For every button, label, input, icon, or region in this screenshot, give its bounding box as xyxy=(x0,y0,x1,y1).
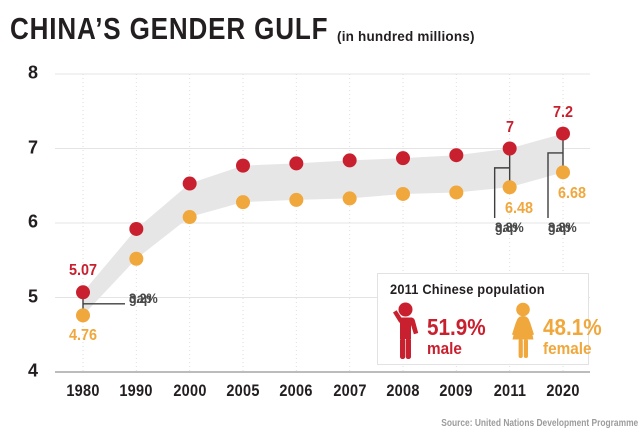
page-title: CHINA’S GENDER GULF xyxy=(10,11,329,46)
male-icon xyxy=(393,302,419,359)
page-subtitle: (in hundred millions) xyxy=(337,29,475,44)
data-point-male-2020 xyxy=(556,126,570,141)
data-point-male-1990 xyxy=(129,221,144,236)
female-icon xyxy=(512,302,535,358)
source-text: Source: United Nations Development Progr… xyxy=(441,417,638,429)
legend-title: 2011 Chinese population xyxy=(390,282,545,297)
male-label: male xyxy=(427,339,462,359)
data-point-female-2011 xyxy=(502,180,517,195)
data-point-female-2009 xyxy=(449,185,464,200)
data-point-female-2007 xyxy=(342,191,357,206)
legend-row: 51.9% male 48.1% female xyxy=(390,302,602,360)
data-point-male-2006 xyxy=(289,156,304,171)
data-point-female-2000 xyxy=(182,210,197,225)
female-percent: 48.1% xyxy=(543,314,602,340)
female-stats: 48.1% female xyxy=(543,315,608,359)
data-point-male-2005 xyxy=(236,158,250,173)
gap-connector-2020 xyxy=(547,152,563,218)
female-label: female xyxy=(543,339,592,359)
gender-gap-band xyxy=(83,133,563,316)
data-point-male-2000 xyxy=(182,176,197,191)
data-point-female-1980 xyxy=(76,308,90,323)
data-point-male-2011 xyxy=(502,141,517,156)
data-point-female-2020 xyxy=(556,165,570,180)
data-point-female-2008 xyxy=(396,186,410,201)
data-point-male-2008 xyxy=(396,151,410,166)
legend-box: 2011 Chinese population 51.9% male xyxy=(377,273,602,365)
data-point-male-2007 xyxy=(342,153,357,168)
data-point-female-1990 xyxy=(129,251,144,266)
male-stats: 51.9% male xyxy=(427,315,492,359)
data-point-male-1980 xyxy=(76,285,90,300)
data-point-male-2009 xyxy=(449,148,464,163)
data-point-female-2006 xyxy=(289,192,304,207)
data-point-female-2005 xyxy=(236,195,250,210)
gap-connector-2011 xyxy=(493,167,510,218)
male-percent: 51.9% xyxy=(427,314,486,340)
